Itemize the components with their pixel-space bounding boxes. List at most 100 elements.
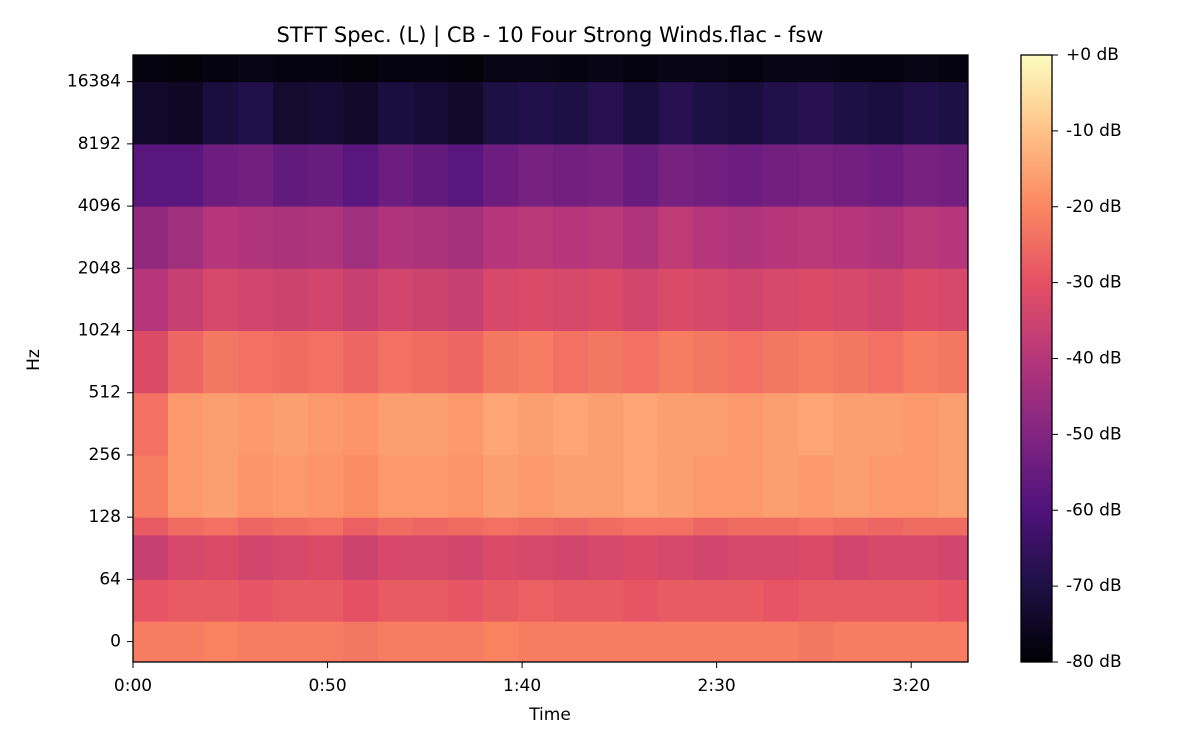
- spectrogram-cell: [588, 81, 624, 145]
- spectrogram-cell: [588, 206, 624, 269]
- spectrogram-cell: [483, 268, 519, 332]
- spectrogram-cell: [168, 517, 204, 536]
- spectrogram-cell: [238, 143, 274, 207]
- spectrogram-cell: [518, 330, 554, 394]
- spectrogram-cell: [378, 330, 414, 394]
- spectrogram-cell: [413, 517, 449, 536]
- spectrogram-cell: [553, 268, 589, 332]
- spectrogram-cell: [763, 143, 799, 207]
- x-tick-label: 1:40: [503, 676, 541, 696]
- spectrogram-cell: [273, 534, 309, 580]
- spectrogram-cell: [518, 143, 554, 207]
- spectrogram-cell: [868, 81, 904, 145]
- spectrogram-cell: [308, 330, 344, 394]
- spectrogram-cell: [938, 268, 969, 332]
- spectrogram-cell: [763, 517, 799, 536]
- spectrogram-cell: [868, 268, 904, 332]
- spectrogram-cell: [588, 579, 624, 622]
- spectrogram-cell: [833, 579, 869, 622]
- spectrogram-cell: [343, 392, 379, 456]
- spectrogram-cell: [308, 579, 344, 622]
- spectrogram-cell: [588, 517, 624, 536]
- spectrogram-cell: [833, 517, 869, 536]
- spectrogram-cell: [343, 55, 379, 83]
- spectrogram-cell: [658, 534, 694, 580]
- y-tick-label: 0: [110, 632, 121, 652]
- spectrogram-cell: [798, 392, 834, 456]
- spectrogram-cell: [133, 517, 169, 536]
- spectrogram-cell: [448, 268, 484, 332]
- spectrogram-cell: [308, 621, 344, 663]
- spectrogram-cell: [378, 392, 414, 456]
- spectrogram-cell: [658, 579, 694, 622]
- spectrogram-cell: [343, 143, 379, 207]
- spectrogram-cell: [343, 81, 379, 145]
- spectrogram-cell: [273, 330, 309, 394]
- spectrogram-cell: [903, 621, 939, 663]
- spectrogram-cell: [728, 55, 764, 83]
- spectrogram-cell: [203, 81, 239, 145]
- spectrogram-cell: [448, 55, 484, 83]
- spectrogram-cell: [133, 621, 169, 663]
- spectrogram-cell: [168, 55, 204, 83]
- spectrogram-cell: [238, 330, 274, 394]
- spectrogram-cell: [658, 454, 694, 518]
- spectrogram-cell: [588, 392, 624, 456]
- spectrogram-cell: [343, 534, 379, 580]
- spectrogram-cell: [833, 81, 869, 145]
- spectrogram-cell: [763, 621, 799, 663]
- spectrogram-cell: [343, 454, 379, 518]
- spectrogram-cell: [413, 81, 449, 145]
- spectrogram-cell: [238, 206, 274, 269]
- y-tick-label: 64: [99, 569, 121, 589]
- spectrogram-cell: [203, 392, 239, 456]
- spectrogram-cell: [553, 143, 589, 207]
- spectrogram-cell: [553, 621, 589, 663]
- spectrogram-cell: [273, 454, 309, 518]
- spectrogram-cell: [903, 143, 939, 207]
- spectrogram-cell: [308, 268, 344, 332]
- spectrogram-cell: [623, 268, 659, 332]
- spectrogram-cell: [763, 81, 799, 145]
- spectrogram-cell: [378, 55, 414, 83]
- colorbar-tick-label: -10 dB: [1066, 121, 1122, 141]
- spectrogram-cell: [483, 517, 519, 536]
- spectrogram-cell: [938, 621, 969, 663]
- spectrogram-cell: [833, 454, 869, 518]
- spectrogram-cell: [518, 517, 554, 536]
- spectrogram-cell: [308, 454, 344, 518]
- spectrogram-cell: [238, 517, 274, 536]
- y-tick-label: 128: [89, 507, 121, 527]
- spectrogram-cell: [343, 206, 379, 269]
- colorbar: [1020, 54, 1053, 663]
- spectrogram-cell: [133, 55, 169, 83]
- spectrogram-cell: [938, 55, 969, 83]
- spectrogram-cell: [623, 454, 659, 518]
- spectrogram-cell: [483, 81, 519, 145]
- spectrogram-cell: [833, 55, 869, 83]
- spectrogram-cell: [273, 268, 309, 332]
- y-tick-label: 2048: [78, 258, 121, 278]
- spectrogram-cell: [518, 268, 554, 332]
- spectrogram-cell: [728, 534, 764, 580]
- spectrogram-cell: [728, 330, 764, 394]
- spectrogram-cell: [518, 534, 554, 580]
- spectrogram-cell: [448, 81, 484, 145]
- spectrogram-cell: [343, 268, 379, 332]
- spectrogram-cell: [343, 517, 379, 536]
- spectrogram-cell: [658, 392, 694, 456]
- spectrogram-cell: [798, 534, 834, 580]
- spectrogram-cell: [378, 143, 414, 207]
- spectrogram-cell: [938, 579, 969, 622]
- spectrogram-cell: [238, 392, 274, 456]
- colorbar-tick-label: -20 dB: [1066, 197, 1122, 217]
- spectrogram-cell: [658, 330, 694, 394]
- spectrogram-cell: [203, 206, 239, 269]
- spectrogram-cell: [378, 81, 414, 145]
- spectrogram-cell: [868, 330, 904, 394]
- spectrogram-cell: [168, 81, 204, 145]
- spectrogram-cell: [553, 454, 589, 518]
- spectrogram-cell: [798, 454, 834, 518]
- spectrogram-cell: [833, 330, 869, 394]
- spectrogram-cell: [273, 81, 309, 145]
